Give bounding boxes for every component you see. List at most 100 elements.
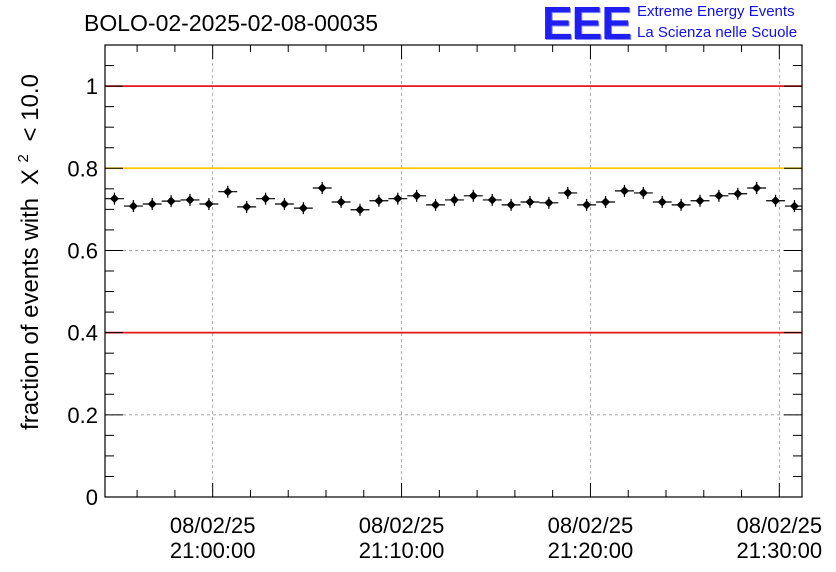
y-axis-label-suffix: < 10.0 [17,74,44,141]
data-point-14 [369,194,389,207]
data-point-35 [766,194,785,207]
data-point-30 [671,198,691,211]
data-point-marker-0 [109,194,119,204]
x-axis-ticks: 08/02/2521:00:0008/02/2521:10:0008/02/25… [136,45,823,563]
eee-logo: EEE Extreme Energy Events La Scienza nel… [542,0,836,49]
data-point-marker-10 [298,203,308,213]
data-point-18 [445,193,464,206]
data-point-20 [482,193,502,206]
data-point-marker-9 [279,199,289,209]
x-tick-time-0: 21:00:00 [170,538,256,563]
data-point-15 [388,192,408,205]
data-point-24 [558,186,578,199]
y-axis-label: fraction of events with X 2 < 10.0 [7,74,44,430]
data-point-8 [256,192,275,205]
y-axis-ticks: 0 0.2 0.4 0.6 0.8 1 [67,65,802,510]
data-points [105,181,802,216]
data-point-7 [237,200,257,213]
data-point-1 [123,200,143,213]
data-point-11 [312,181,332,194]
y-axis-label-sup: 2 [15,154,32,162]
y-tick-label-1: 0.2 [67,403,98,428]
data-point-marker-36 [789,201,799,211]
data-point-21 [501,198,521,211]
data-point-marker-8 [261,194,271,204]
data-point-33 [728,187,748,200]
data-point-marker-22 [525,197,535,207]
x-tick-date-2: 08/02/25 [548,513,634,538]
data-point-marker-17 [431,200,441,210]
data-point-marker-3 [166,196,176,206]
data-point-6 [218,185,238,198]
logo-line-1: Extreme Energy Events [637,3,795,20]
reference-lines [105,85,802,334]
data-point-marker-26 [601,197,611,207]
chart-title: BOLO-02-2025-02-08-00035 [84,10,379,36]
x-tick-date-1: 08/02/25 [359,513,445,538]
data-point-23 [539,196,559,209]
data-point-marker-34 [752,183,762,193]
data-point-26 [596,195,615,208]
data-point-10 [293,202,313,215]
y-axis-label-prefix: fraction of events with [17,198,44,430]
data-point-0 [105,192,124,205]
data-point-marker-1 [128,201,138,211]
x-tick-date-3: 08/02/25 [737,513,823,538]
data-point-marker-32 [714,191,724,201]
data-point-marker-11 [317,183,327,193]
data-point-29 [652,195,672,208]
data-point-5 [199,198,219,211]
data-point-marker-16 [412,191,422,201]
eee-logo-mark: EEE [542,0,632,49]
data-point-28 [633,186,653,199]
data-point-34 [747,181,767,194]
data-point-marker-18 [449,195,459,205]
data-point-marker-28 [638,188,648,198]
y-tick-label-0: 0 [86,485,98,510]
y-axis-label-symbol: X [17,169,44,185]
data-point-marker-29 [657,197,667,207]
data-point-25 [577,198,597,211]
grid-lines [105,45,802,497]
y-tick-label-4: 0.8 [67,156,98,181]
data-point-16 [407,189,427,202]
data-point-marker-12 [336,197,346,207]
x-tick-time-2: 21:20:00 [548,538,634,563]
data-point-marker-6 [223,187,233,197]
data-point-marker-27 [619,186,629,196]
data-point-marker-31 [695,196,705,206]
data-point-32 [709,189,729,202]
data-point-marker-15 [393,194,403,204]
data-point-marker-33 [733,189,743,199]
plot-frame [104,44,803,498]
logo-line-2: La Scienza nelle Scuole [637,24,798,41]
data-point-4 [180,193,200,206]
x-tick-time-1: 21:10:00 [359,538,445,563]
x-tick-date-0: 08/02/25 [170,513,256,538]
data-point-marker-30 [676,200,686,210]
y-tick-label-5: 1 [86,74,98,99]
data-point-2 [142,198,162,211]
data-point-22 [520,195,540,208]
data-point-marker-23 [544,198,554,208]
y-tick-label-3: 0.6 [67,238,98,263]
data-point-12 [331,195,351,208]
data-point-marker-2 [147,199,157,209]
data-point-19 [463,189,483,202]
data-point-marker-4 [185,195,195,205]
data-point-36 [785,200,802,213]
data-point-marker-24 [563,188,573,198]
data-point-marker-20 [487,195,497,205]
data-point-9 [275,198,294,211]
data-point-marker-19 [468,191,478,201]
data-point-marker-13 [355,205,365,215]
data-point-3 [161,195,181,208]
data-point-marker-7 [242,202,252,212]
data-point-marker-25 [582,200,592,210]
x-tick-time-3: 21:30:00 [737,538,823,563]
data-point-17 [426,198,445,211]
data-point-13 [350,203,370,216]
data-point-27 [615,184,634,197]
data-point-marker-35 [771,196,781,206]
